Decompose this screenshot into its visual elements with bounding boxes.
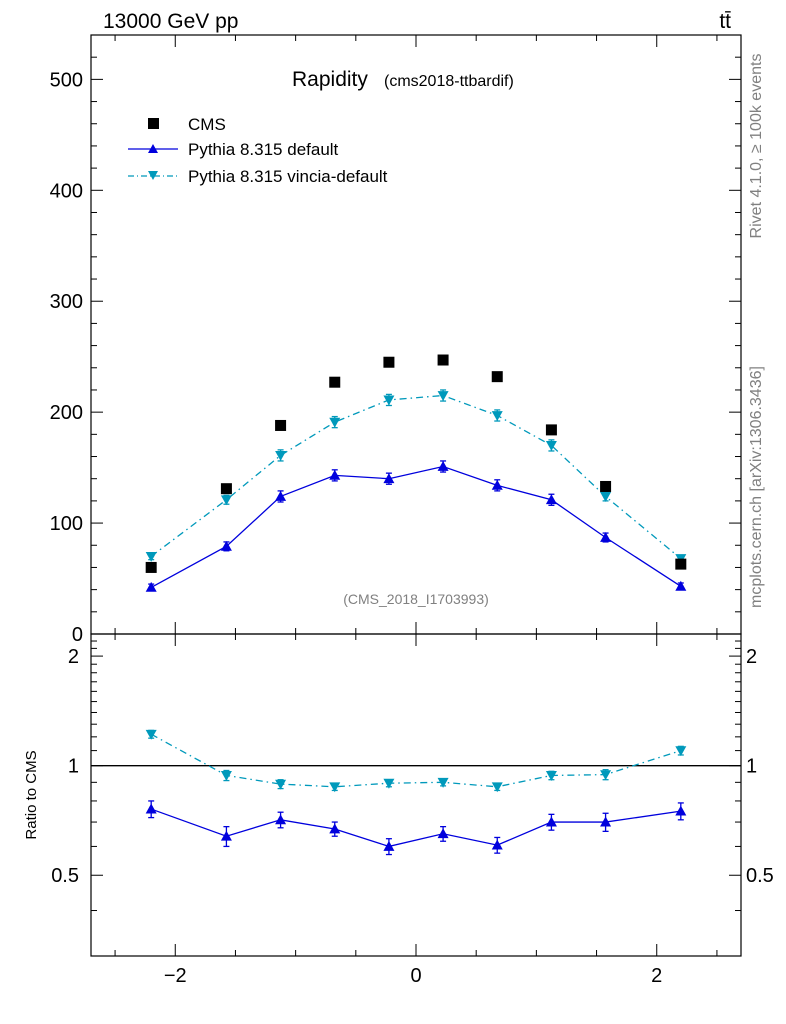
- main-cms-point: [437, 354, 449, 366]
- legend-label-cms: CMS: [188, 115, 226, 134]
- ratio-vincia-point: [437, 777, 449, 788]
- x-tick-label: −2: [164, 965, 187, 987]
- main-default-point: [437, 461, 449, 471]
- main-y-tick-label: 300: [50, 291, 83, 313]
- main-cms-point: [545, 424, 557, 436]
- main-vincia-point: [491, 411, 503, 421]
- legend-label-vincia: Pythia 8.315 vincia-default: [188, 167, 388, 186]
- legend-marker-vincia: [148, 171, 158, 180]
- ratio-vincia-point: [220, 771, 232, 781]
- ratio-vincia-point: [600, 770, 612, 781]
- main-cms-point: [329, 376, 341, 388]
- main-cms-point: [600, 480, 612, 492]
- main-plot-panel: 0 100 200 300 400 500 Rapidity (cms2018-ttbar…: [50, 34, 742, 646]
- main-data-layer: [145, 354, 687, 592]
- main-default-point: [145, 581, 157, 592]
- ratio-axis-label: Ratio to CMS: [23, 750, 40, 839]
- main-default-point: [545, 494, 557, 505]
- ratio-y-tick-label-right: 1: [746, 756, 757, 778]
- main-cms-point: [275, 419, 287, 431]
- main-vincia-point: [383, 395, 395, 406]
- main-cms-point: [383, 356, 395, 368]
- ratio-vincia-point: [383, 778, 395, 789]
- ratio-plot-frame: [90, 633, 742, 957]
- x-tick-label: 2: [651, 965, 662, 987]
- plot-subtitle: (cms2018-ttbardif): [384, 73, 514, 90]
- ratio-vincia-line: [150, 733, 682, 788]
- legend: CMS Pythia 8.315 default Pythia 8.315 vi…: [128, 115, 388, 186]
- process-label: tt̄: [719, 10, 731, 33]
- main-cms-point: [145, 561, 157, 573]
- main-y-tick-label: 200: [50, 402, 83, 424]
- main-cms-point: [220, 483, 232, 495]
- main-vincia-point: [600, 492, 612, 502]
- main-vincia-point: [220, 495, 232, 506]
- main-cms-point: [491, 371, 503, 383]
- main-y-tick-labels: 0 100 200 300 400 500: [50, 69, 83, 646]
- legend-label-default: Pythia 8.315 default: [188, 140, 339, 159]
- main-y-tick-label: 0: [72, 624, 83, 646]
- main-default-point: [383, 473, 395, 484]
- ratio-vincia-point: [145, 729, 157, 740]
- ratio-default-line: [150, 808, 681, 848]
- ratio-axis-ticks: [91, 634, 741, 956]
- ratio-vincia-point: [491, 782, 503, 793]
- main-default-point: [329, 469, 341, 480]
- ratio-data-layer: [91, 729, 741, 856]
- main-default-point: [220, 540, 232, 551]
- main-default-point: [275, 490, 287, 501]
- ratio-vincia-point: [329, 782, 341, 793]
- main-default-point: [600, 531, 612, 542]
- main-vincia-point: [145, 551, 157, 562]
- ratio-default-point: [145, 803, 157, 814]
- ratio-y-tick-label-left: 0.5: [51, 865, 79, 887]
- main-default-point: [675, 580, 687, 591]
- x-tick-label: 0: [410, 965, 421, 987]
- ratio-vincia-point: [545, 771, 557, 781]
- main-vincia-point: [437, 391, 449, 402]
- main-vincia-point: [329, 417, 341, 428]
- mcplots-reference-label: mcplots.cern.ch [arXiv:1306.3436]: [748, 366, 765, 608]
- ratio-plot-panel: 0.5 0.5 1 1 2 2 −2 0 2 Ratio to CMS: [23, 633, 774, 987]
- ratio-default-point: [600, 816, 612, 827]
- ratio-y-tick-label-right: 2: [746, 646, 757, 668]
- ratio-default-point: [220, 830, 232, 841]
- ratio-default-point: [329, 823, 341, 834]
- energy-label: 13000 GeV pp: [103, 10, 238, 33]
- ratio-default-point: [675, 805, 687, 816]
- main-y-tick-label: 400: [50, 180, 83, 202]
- main-vincia-line: [150, 394, 682, 560]
- legend-marker-default: [148, 144, 158, 153]
- ratio-y-tick-label-left: 1: [68, 756, 79, 778]
- main-cms-point: [675, 558, 687, 570]
- main-y-tick-label: 500: [50, 69, 83, 91]
- ratio-default-point: [383, 840, 395, 851]
- ratio-default-point: [437, 828, 449, 839]
- ratio-default-point: [545, 816, 557, 827]
- legend-marker-cms: [148, 118, 159, 129]
- ratio-default-point: [275, 814, 287, 825]
- ratio-default-point: [491, 839, 503, 850]
- main-y-tick-label: 100: [50, 513, 83, 535]
- main-default-point: [491, 479, 503, 490]
- ratio-vincia-point: [675, 746, 687, 757]
- main-vincia-point: [275, 451, 287, 461]
- x-tick-labels: −2 0 2: [164, 965, 662, 987]
- ratio-y-tick-label-left: 2: [68, 646, 79, 668]
- main-default-line: [150, 465, 682, 588]
- plot-title: Rapidity: [292, 68, 368, 91]
- main-vincia-point: [545, 441, 557, 451]
- rivet-version-label: Rivet 4.1.0, ≥ 100k events: [748, 54, 765, 239]
- ratio-vincia-point: [275, 779, 287, 790]
- ratio-y-tick-labels: 0.5 0.5 1 1 2 2: [51, 646, 774, 887]
- analysis-id-label: (CMS_2018_I1703993): [343, 591, 489, 607]
- ratio-y-tick-label-right: 0.5: [746, 865, 774, 887]
